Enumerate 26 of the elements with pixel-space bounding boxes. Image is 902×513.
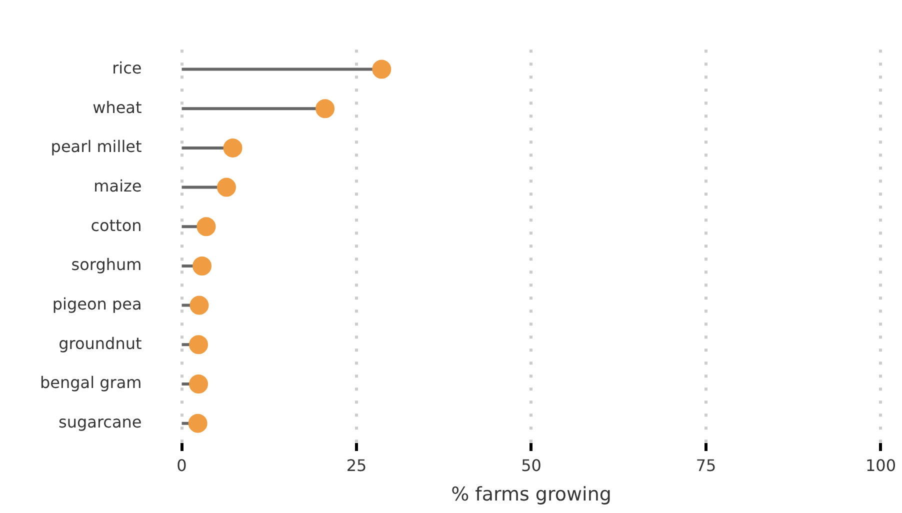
x-tick-label: 100 <box>865 456 896 475</box>
point <box>316 99 335 118</box>
point <box>192 256 212 276</box>
y-tick-label: wheat <box>92 98 142 117</box>
y-tick-label: rice <box>112 58 142 78</box>
y-tick-label: pigeon pea <box>52 294 142 314</box>
point <box>223 138 242 158</box>
point <box>190 296 209 315</box>
point <box>189 335 208 354</box>
y-tick-label: cotton <box>90 216 142 235</box>
x-tick-label: 75 <box>696 456 716 475</box>
point <box>216 178 236 197</box>
x-tick-label: 50 <box>521 456 542 475</box>
point <box>196 217 216 236</box>
y-tick-label: maize <box>94 176 142 196</box>
x-tick-label: 0 <box>176 456 187 475</box>
y-tick-label: sorghum <box>71 255 142 274</box>
x-axis-title: % farms growing <box>451 484 612 506</box>
point <box>372 60 392 79</box>
y-tick-label: pearl millet <box>50 137 142 156</box>
x-tick-label: 25 <box>346 456 367 475</box>
point <box>188 414 208 433</box>
y-tick-label: bengal gram <box>40 373 142 392</box>
y-tick-label: groundnut <box>58 334 142 353</box>
point <box>189 374 208 394</box>
y-tick-label: sugarcane <box>58 412 142 432</box>
